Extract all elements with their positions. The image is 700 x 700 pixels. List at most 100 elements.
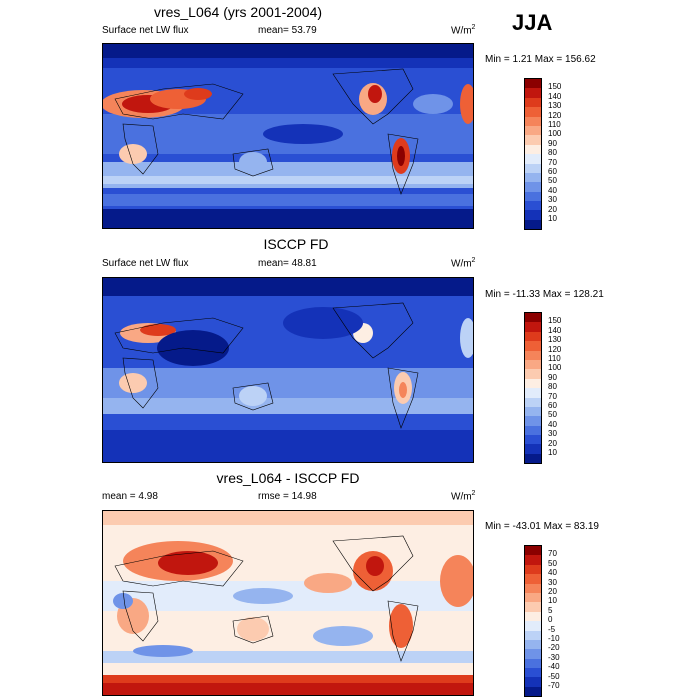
colorbar-tick-label: 10 — [548, 448, 557, 457]
panel-3-map — [102, 510, 474, 696]
panel-1-mean-label: mean= 53.79 — [258, 25, 317, 36]
colorbar-tick-label: 100 — [548, 363, 562, 373]
colorbar-swatch — [525, 182, 541, 192]
colorbar-tick-label: 5 — [548, 605, 553, 615]
colorbar-tick-label: -5 — [548, 624, 556, 634]
panel-2-units: W/m2 — [451, 257, 476, 270]
colorbar-swatch — [525, 668, 541, 678]
panel-3-rmse-label: rmse = 14.98 — [258, 491, 317, 502]
colorbar-tick-label: 30 — [548, 429, 557, 439]
colorbar-tick-label: -70 — [548, 681, 560, 690]
panel-3-title: vres_L064 - ISCCP FD — [216, 470, 360, 486]
panel-3-minmax: Min = -43.01 Max = 83.19 — [485, 521, 599, 532]
colorbar-tick-label: -10 — [548, 634, 560, 643]
panel-3-units: W/m2 — [451, 490, 476, 503]
colorbar-swatch — [525, 621, 541, 631]
panel-3-colorbar — [524, 545, 542, 698]
colorbar-swatch — [525, 658, 541, 669]
panel-1-map — [102, 43, 474, 229]
colorbar-tick-label: 40 — [548, 419, 557, 429]
colorbar-swatch — [525, 630, 541, 640]
colorbar-swatch — [525, 154, 541, 164]
colorbar-tick-label: 20 — [548, 204, 557, 214]
colorbar-tick-label: 40 — [548, 568, 557, 578]
panel-3-mean-label: mean = 4.98 — [102, 491, 158, 502]
colorbar-swatch — [525, 369, 541, 379]
colorbar-swatch — [525, 677, 541, 687]
colorbar-tick-label: 30 — [548, 577, 557, 587]
colorbar-swatch — [525, 602, 541, 612]
colorbar-swatch — [525, 107, 541, 117]
colorbar-swatch — [525, 322, 541, 332]
panel-1-left-label: Surface net LW flux — [102, 25, 189, 36]
panel-2-mean-label: mean= 48.81 — [258, 258, 317, 269]
colorbar-swatch — [525, 388, 541, 398]
colorbar-tick-label: 130 — [548, 335, 562, 345]
colorbar-tick-label: 10 — [548, 214, 557, 223]
colorbar-tick-label: -20 — [548, 643, 560, 653]
colorbar-tick-label: 70 — [548, 157, 557, 167]
panel-2-minmax: Min = -11.33 Max = 128.21 — [485, 289, 604, 300]
colorbar-swatch — [525, 416, 541, 426]
panel-2-colorbar — [524, 312, 542, 465]
panel-1-units: W/m2 — [451, 24, 476, 37]
colorbar-swatch — [525, 201, 541, 211]
colorbar-tick-label: 20 — [548, 438, 557, 448]
colorbar-swatch — [525, 425, 541, 436]
colorbar-swatch — [525, 639, 541, 650]
colorbar-tick-label: 80 — [548, 382, 557, 392]
colorbar-swatch — [525, 453, 541, 464]
colorbar-tick-label: 110 — [548, 120, 561, 129]
colorbar-tick-label: 80 — [548, 148, 557, 158]
colorbar-swatch — [525, 144, 541, 155]
colorbar-tick-label: 70 — [548, 549, 557, 559]
colorbar-tick-label: -40 — [548, 662, 560, 672]
colorbar-swatch — [525, 350, 541, 360]
colorbar-swatch — [525, 79, 541, 89]
colorbar-swatch — [525, 313, 541, 323]
colorbar-swatch — [525, 546, 541, 556]
colorbar-tick-label: -50 — [548, 671, 560, 681]
colorbar-tick-label: 50 — [548, 558, 557, 568]
panel-1-minmax: Min = 1.21 Max = 156.62 — [485, 54, 596, 65]
panel-1-colorbar — [524, 78, 542, 231]
colorbar-swatch — [525, 574, 541, 584]
colorbar-swatch — [525, 331, 541, 342]
colorbar-swatch — [525, 649, 541, 659]
colorbar-tick-label: 140 — [548, 325, 562, 335]
colorbar-tick-label: 120 — [548, 110, 562, 120]
colorbar-swatch — [525, 611, 541, 622]
colorbar-swatch — [525, 686, 541, 697]
colorbar-swatch — [525, 555, 541, 565]
colorbar-tick-label: 150 — [548, 82, 562, 92]
colorbar-swatch — [525, 583, 541, 593]
colorbar-swatch — [525, 341, 541, 351]
colorbar-swatch — [525, 359, 541, 370]
colorbar-tick-label: 60 — [548, 167, 557, 176]
colorbar-tick-label: 30 — [548, 195, 557, 205]
colorbar-tick-label: 100 — [548, 129, 562, 139]
colorbar-swatch — [525, 116, 541, 126]
panel-1-title: vres_L064 (yrs 2001-2004) — [153, 4, 323, 20]
colorbar-tick-label: 130 — [548, 101, 562, 111]
colorbar-tick-label: 90 — [548, 138, 557, 148]
panel-2-title: ISCCP FD — [263, 236, 329, 252]
colorbar-tick-label: 40 — [548, 185, 557, 195]
colorbar-swatch — [525, 406, 541, 417]
colorbar-tick-label: 110 — [548, 354, 561, 363]
colorbar-tick-label: 60 — [548, 401, 557, 410]
colorbar-swatch — [525, 435, 541, 445]
colorbar-swatch — [525, 564, 541, 575]
colorbar-swatch — [525, 163, 541, 173]
colorbar-swatch — [525, 125, 541, 136]
colorbar-tick-label: 140 — [548, 91, 562, 101]
colorbar-swatch — [525, 397, 541, 407]
colorbar-tick-label: 90 — [548, 372, 557, 382]
colorbar-tick-label: 10 — [548, 596, 557, 606]
colorbar-swatch — [525, 378, 541, 389]
colorbar-tick-label: 120 — [548, 344, 562, 354]
colorbar-swatch — [525, 219, 541, 230]
colorbar-tick-label: 0 — [548, 615, 553, 625]
season-label: JJA — [512, 10, 553, 35]
colorbar-tick-label: -30 — [548, 652, 560, 662]
